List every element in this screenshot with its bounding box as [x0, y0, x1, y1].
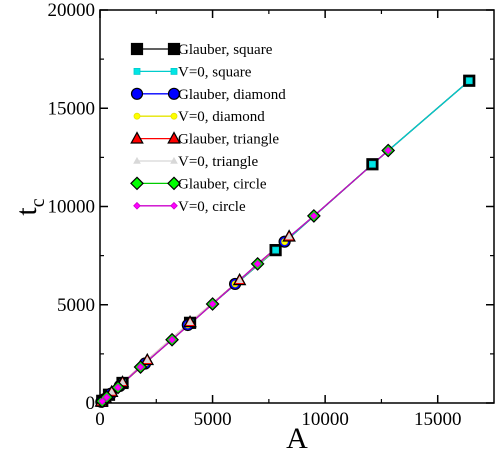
- legend-label: Glauber, diamond: [178, 87, 286, 103]
- legend-marker: [170, 112, 178, 120]
- y-tick-label: 10000: [48, 197, 96, 218]
- legend-marker: [170, 68, 178, 75]
- data-point: [186, 318, 194, 326]
- legend-marker: [130, 131, 144, 144]
- legend-label: V=0, circle: [178, 199, 246, 215]
- legend-marker: [167, 176, 181, 191]
- legend-marker: [170, 201, 178, 210]
- y-axis: 0 5000 10000 15000 20000: [48, 0, 494, 414]
- legend-label: Glauber, circle: [178, 176, 267, 192]
- data-point: [253, 260, 262, 268]
- legend-entry: V=0, circle: [133, 199, 246, 215]
- y-axis-title: tc: [10, 198, 49, 215]
- data-point: [310, 212, 318, 220]
- series-layer: [94, 74, 476, 409]
- legend-entry: V=0, square: [133, 64, 252, 80]
- data-point: [272, 246, 280, 254]
- legend-entry: Glauber, square: [130, 42, 273, 58]
- data-point: [114, 383, 122, 392]
- legend: Glauber, square V=0, square Glauber, diamo…: [130, 42, 286, 215]
- legend-entry: V=0, diamond: [133, 109, 265, 125]
- x-tick-label: 15000: [414, 409, 462, 430]
- data-point: [143, 356, 152, 363]
- x-axis: 0 5000 10000 15000: [95, 10, 461, 430]
- legend-label: V=0, square: [178, 64, 252, 80]
- x-tick-label: 10000: [301, 409, 349, 430]
- legend-marker: [130, 42, 144, 56]
- y-axis-title-subscript: c: [27, 198, 49, 207]
- data-point: [118, 378, 127, 386]
- legend-marker: [133, 112, 141, 120]
- x-axis-title: A: [286, 422, 308, 453]
- data-point: [208, 300, 217, 308]
- data-point: [465, 77, 473, 85]
- legend-marker: [133, 201, 141, 210]
- legend-label: Glauber, square: [178, 42, 273, 58]
- legend-marker: [167, 131, 181, 144]
- data-point: [369, 160, 376, 168]
- legend-entry: Glauber, circle: [130, 176, 267, 192]
- legend-marker: [170, 156, 178, 164]
- legend-label: Glauber, triangle: [178, 132, 279, 148]
- legend-marker: [133, 156, 141, 164]
- y-tick-label: 20000: [48, 0, 96, 21]
- legend-label: V=0, triangle: [178, 154, 258, 170]
- data-point: [384, 146, 393, 155]
- y-axis-title-main: t: [10, 207, 43, 216]
- series-markers-7: [98, 146, 393, 406]
- data-point: [102, 393, 111, 402]
- legend-marker: [167, 42, 181, 56]
- plot-area: [99, 9, 495, 404]
- legend-marker: [130, 176, 144, 191]
- legend-marker: [167, 87, 181, 100]
- x-tick-label: 5000: [194, 409, 232, 430]
- legend-marker: [133, 68, 141, 75]
- data-point: [235, 276, 244, 283]
- y-tick-label: 0: [86, 393, 96, 414]
- data-point: [107, 387, 116, 395]
- data-point: [136, 363, 145, 371]
- data-point: [98, 397, 107, 406]
- legend-entry: Glauber, diamond: [130, 87, 286, 103]
- legend-entry: V=0, triangle: [133, 154, 258, 170]
- x-tick-label: 0: [95, 409, 105, 430]
- legend-label: V=0, diamond: [178, 109, 265, 125]
- data-point: [168, 335, 176, 344]
- svg-text:tc: tc: [10, 198, 49, 215]
- y-tick-label: 15000: [48, 98, 96, 119]
- legend-marker: [130, 87, 144, 100]
- legend-entry: Glauber, triangle: [130, 131, 279, 148]
- data-point: [285, 232, 293, 240]
- y-tick-label: 5000: [57, 295, 95, 316]
